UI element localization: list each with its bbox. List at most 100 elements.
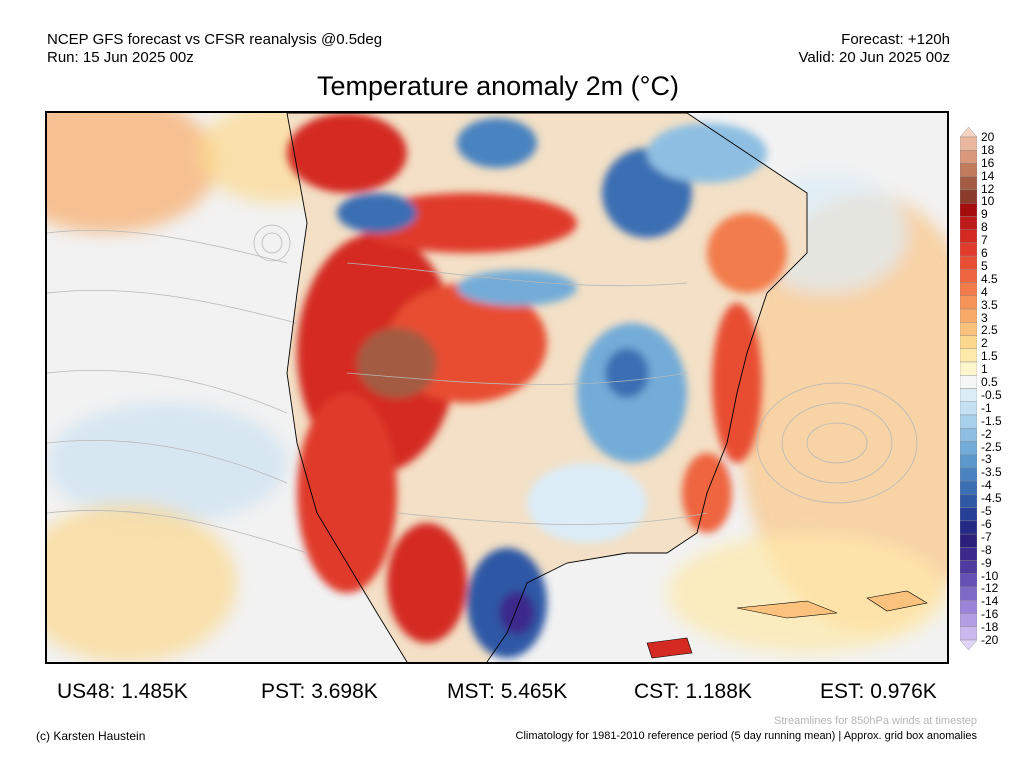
caribbean-islands — [646, 590, 928, 659]
colorbar-swatch — [960, 322, 977, 336]
colorbar-tick-label: -5 — [981, 504, 992, 519]
run-time: Run: 15 Jun 2025 00z — [47, 49, 194, 66]
colorbar-tick-label: -4.5 — [981, 491, 1002, 506]
colorbar-tick-label: -2.5 — [981, 439, 1002, 454]
colorbar-tick-label: 7 — [981, 233, 988, 248]
colorbar — [960, 127, 977, 650]
colorbar-tick-label: -7 — [981, 529, 992, 544]
stat-pst: PST: 3.698K — [261, 678, 378, 706]
colorbar-tick-label: -6 — [981, 516, 992, 531]
colorbar-swatch — [960, 533, 977, 548]
colorbar-swatch — [960, 216, 977, 230]
colorbar-swatch — [960, 520, 977, 535]
stat-label: EST: — [820, 680, 865, 703]
colorbar-swatch — [960, 375, 977, 389]
colorbar-swatch — [960, 441, 977, 455]
colorbar-tick-label: -8 — [981, 542, 992, 557]
colorbar-tick-label: 1.5 — [981, 349, 998, 364]
colorbar-swatch — [960, 454, 977, 469]
colorbar-tick-label: -1.5 — [981, 413, 1002, 428]
stat-label: US48: — [57, 680, 116, 703]
colorbar-swatch — [960, 229, 977, 244]
colorbar-tick-label: 3.5 — [981, 297, 998, 312]
header-right: Forecast: +120h Valid: 20 Jun 2025 00z — [798, 31, 950, 67]
stat-label: CST: — [634, 680, 680, 703]
colorbar-swatch — [960, 600, 977, 614]
colorbar-tick-label: -14 — [981, 594, 999, 609]
stat-label: MST: — [447, 680, 495, 703]
colorbar-tick-label: 9 — [981, 207, 988, 222]
colorbar-swatch — [960, 189, 977, 204]
colorbar-tick-label: 1 — [981, 362, 988, 377]
colorbar-tick-label: -3.5 — [981, 465, 1002, 480]
colorbar-swatch — [960, 308, 977, 323]
east-coastline — [287, 113, 808, 662]
colorbar-tick-label: 2.5 — [981, 323, 998, 338]
colorbar-tick-label: -0.5 — [981, 387, 1002, 402]
colorbar-swatch — [960, 480, 977, 495]
wind-streamlines — [47, 224, 918, 554]
regional-stats: US48: 1.485K PST: 3.698K MST: 5.465K CST… — [0, 678, 1024, 708]
colorbar-swatch — [960, 150, 977, 164]
colorbar-tick-label: 4.5 — [981, 271, 998, 286]
colorbar-tick-label: -4 — [981, 478, 992, 493]
colorbar-swatch — [960, 361, 977, 376]
colorbar-tick-label: 6 — [981, 246, 988, 261]
colorbar-swatch — [960, 639, 977, 650]
copyright: (c) Karsten Haustein — [36, 729, 146, 743]
colorbar-tick-label: 18 — [981, 142, 995, 157]
colorbar-tick-label: 16 — [981, 155, 995, 170]
stat-us48: US48: 1.485K — [57, 678, 188, 706]
colorbar-swatch — [960, 494, 977, 508]
colorbar-tick-label: -9 — [981, 555, 992, 570]
stat-label: PST: — [261, 680, 306, 703]
colorbar-tick-label: -3 — [981, 452, 992, 467]
land-anomalies — [287, 113, 787, 658]
colorbar-swatch — [960, 573, 977, 588]
colorbar-tick-label: -12 — [981, 581, 999, 596]
colorbar-tick-label: -1 — [981, 400, 992, 415]
stat-value: 5.465K — [500, 680, 568, 703]
colorbar-tick-label: -16 — [981, 607, 999, 622]
colorbar-tick-label: 8 — [981, 220, 988, 235]
colorbar-swatch — [960, 560, 977, 575]
colorbar-swatch — [960, 467, 977, 482]
colorbar-swatch — [960, 335, 977, 349]
colorbar-swatch — [960, 547, 977, 561]
valid-time: Valid: 20 Jun 2025 00z — [798, 49, 950, 66]
colorbar-tick-label: 12 — [981, 181, 995, 196]
west-coastline — [286, 113, 408, 662]
colorbar-tick-label: -20 — [981, 633, 999, 647]
colorbar-swatch — [960, 282, 977, 297]
colorbar-tick-label: 3 — [981, 310, 988, 325]
colorbar-swatch — [960, 507, 977, 522]
colorbar-swatch — [960, 295, 977, 310]
colorbar-tick-label: 5 — [981, 258, 988, 273]
climatology-note: Climatology for 1981-2010 reference peri… — [515, 730, 977, 742]
colorbar-tick-label: 14 — [981, 168, 995, 183]
colorbar-swatch — [960, 401, 977, 416]
colorbar-tick-label: 10 — [981, 194, 995, 209]
stat-value: 1.485K — [121, 680, 188, 703]
colorbar-swatch — [960, 269, 977, 283]
colorbar-tick-label: 0.5 — [981, 375, 998, 390]
colorbar-tick-label: 2 — [981, 336, 988, 351]
streamlines-note: Streamlines for 850hPa winds at timestep — [774, 715, 977, 727]
stat-mst: MST: 5.465K — [447, 678, 567, 706]
colorbar-tick-label: 20 — [981, 130, 995, 144]
colorbar-swatch — [960, 255, 977, 270]
colorbar-tick-label: -10 — [981, 568, 999, 583]
anomaly-map — [45, 111, 949, 664]
colorbar-swatch — [960, 127, 977, 138]
colorbar-tick-label: -2 — [981, 426, 992, 441]
colorbar-swatch — [960, 414, 977, 429]
stat-value: 3.698K — [311, 680, 378, 703]
colorbar-swatch — [960, 348, 977, 363]
colorbar-swatch — [960, 176, 977, 191]
colorbar-swatch — [960, 242, 977, 257]
colorbar-swatch — [960, 626, 977, 641]
model-description: NCEP GFS forecast vs CFSR reanalysis @0.… — [47, 31, 383, 48]
colorbar-swatch — [960, 163, 977, 177]
map-title: Temperature anomaly 2m (°C) — [317, 71, 679, 101]
stat-est: EST: 0.976K — [820, 678, 937, 706]
